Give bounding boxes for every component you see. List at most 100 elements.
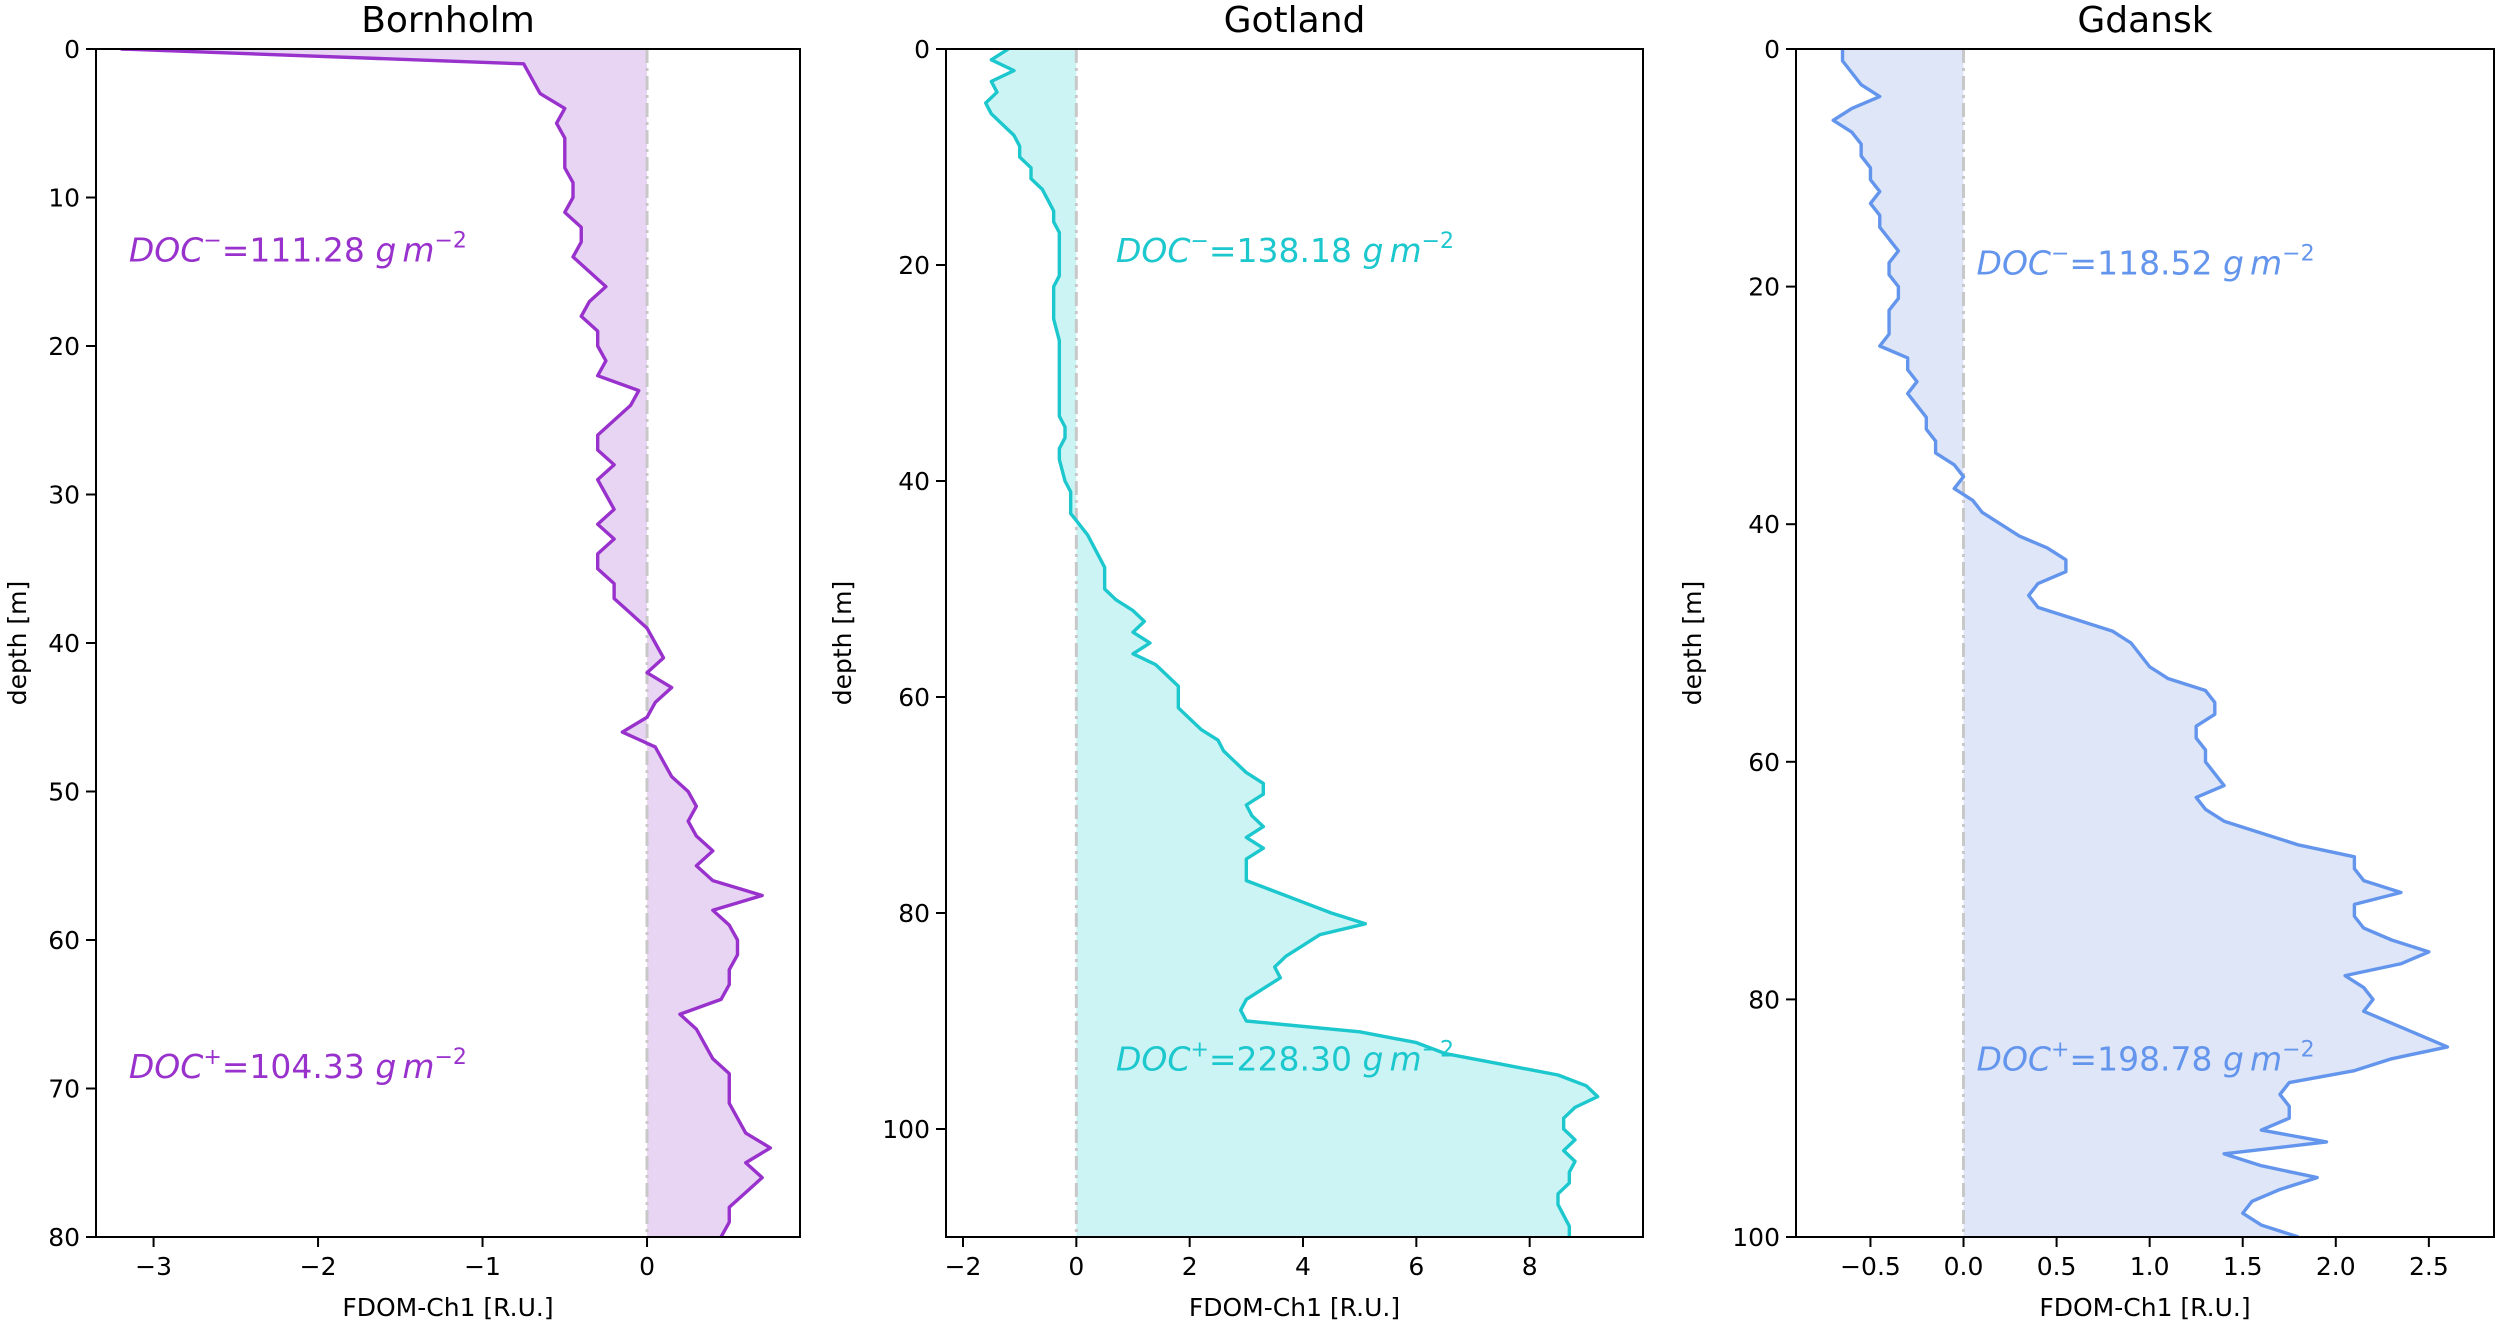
chart-title: Gotland (1224, 0, 1366, 41)
y-tick-label: 80 (48, 1223, 80, 1252)
annotation-unit-m: m (2250, 1040, 2282, 1079)
annotation-sign: + (2051, 1038, 2069, 1063)
annotation-unit-exponent: −2 (434, 1045, 466, 1070)
annotation-unit-g: g (2223, 244, 2244, 283)
annotation-sign: + (203, 1045, 221, 1070)
annotation-value: =198.78 (2069, 1040, 2223, 1079)
y-axis-label: depth [m] (3, 581, 32, 706)
y-axis-label: depth [m] (828, 581, 857, 706)
doc-annotation: DOC−=111.28 g m−2 (129, 228, 467, 269)
x-tick-label: 0 (1068, 1252, 1084, 1281)
x-tick-label: 2.0 (2316, 1252, 2356, 1281)
annotation-unit-exponent: −2 (434, 228, 466, 253)
y-tick-label: 0 (64, 35, 80, 64)
y-tick-label: 60 (1748, 748, 1780, 777)
x-tick-label: 8 (1522, 1252, 1538, 1281)
annotation-unit-exponent: −2 (1422, 229, 1454, 254)
y-axis-label: depth [m] (1678, 581, 1707, 706)
y-tick-label: 20 (48, 332, 80, 361)
chart-title: Bornholm (361, 0, 535, 41)
x-tick-label: −2 (945, 1252, 982, 1281)
doc-annotation: DOC+=198.78 g m−2 (1977, 1038, 2315, 1079)
annotation-unit-g: g (375, 230, 396, 269)
y-tick-label: 40 (48, 629, 80, 658)
profile-line (120, 49, 773, 1237)
annotation-unit-g: g (1362, 1040, 1383, 1079)
doc-annotation: DOC−=118.52 g m−2 (1977, 242, 2315, 283)
annotation-value: =118.52 (2069, 244, 2223, 283)
annotation-unit-m: m (402, 1047, 434, 1086)
annotation-unit-exponent: −2 (2282, 1038, 2314, 1063)
annotation-unit-m: m (402, 230, 434, 269)
annotation-sign: − (203, 228, 221, 253)
x-tick-label: 2.5 (2409, 1252, 2449, 1281)
x-tick-label: 1.0 (2130, 1252, 2170, 1281)
x-tick-label: 4 (1295, 1252, 1311, 1281)
annotation-sign: − (2051, 242, 2069, 267)
axes-frame (1795, 48, 2495, 1238)
annotation-unit-exponent: −2 (1422, 1038, 1454, 1063)
x-tick-label: 0.5 (2037, 1252, 2077, 1281)
x-tick-label: −3 (135, 1252, 172, 1281)
doc-annotation: DOC+=104.33 g m−2 (129, 1045, 467, 1086)
y-tick-label: 40 (898, 467, 930, 496)
plot-area (1831, 49, 2450, 1237)
y-tick-label: 20 (1748, 273, 1780, 302)
annotation-doc-symbol: DOC (1116, 231, 1190, 270)
y-tick-label: 10 (48, 184, 80, 213)
annotation-doc-symbol: DOC (1977, 244, 2051, 283)
y-tick-label: 0 (1764, 35, 1780, 64)
y-tick-label: 80 (1748, 985, 1780, 1014)
profile-line (1831, 49, 2450, 1237)
x-tick-label: 6 (1408, 1252, 1424, 1281)
annotation-doc-symbol: DOC (1116, 1040, 1190, 1079)
axes-frame (945, 48, 1644, 1238)
chart-panel-gdansk: −0.5 0.0 0.5 1.0 1.5 2.0 2.5 0 20 40 60 80 100 Gdansk… (1678, 0, 2495, 1322)
y-tick-label: 50 (48, 778, 80, 807)
annotation-doc-symbol: DOC (1977, 1040, 2051, 1079)
area-fill (985, 49, 1598, 1237)
y-tick-label: 80 (898, 899, 930, 928)
area-fill (120, 49, 771, 1237)
y-tick-label: 30 (48, 481, 80, 510)
y-tick-label: 0 (914, 35, 930, 64)
x-tick-label: 2 (1182, 1252, 1198, 1281)
x-tick-label: −1 (464, 1252, 501, 1281)
x-tick-label: 0 (639, 1252, 655, 1281)
y-tick-label: 20 (898, 251, 930, 280)
annotation-unit-g: g (1362, 231, 1383, 270)
annotation-unit-exponent: −2 (2282, 242, 2314, 267)
y-tick-label: 100 (882, 1115, 930, 1144)
annotation-unit-g: g (375, 1047, 396, 1086)
x-tick-label: −2 (300, 1252, 337, 1281)
annotation-value: =228.30 (1209, 1040, 1363, 1079)
doc-annotation: DOC+=228.30 g m−2 (1116, 1038, 1454, 1079)
chart-title: Gdansk (2077, 0, 2212, 41)
doc-annotation: DOC−=138.18 g m−2 (1116, 229, 1454, 270)
x-tick-label: 1.5 (2223, 1252, 2263, 1281)
annotation-value: =138.18 (1209, 231, 1363, 270)
y-tick-label: 60 (898, 683, 930, 712)
chart-panel-bornholm: −3 −2 −1 0 0 10 20 30 40 50 60 70 80 Bornholm FDOM-Ch1… (3, 0, 801, 1322)
y-tick-label: 100 (1732, 1223, 1780, 1252)
annotation-sign: − (1190, 229, 1208, 254)
annotation-value: =104.33 (222, 1047, 376, 1086)
annotation-unit-m: m (2250, 244, 2282, 283)
annotation-unit-g: g (2223, 1040, 2244, 1079)
annotation-sign: + (1190, 1038, 1208, 1063)
x-tick-label: −0.5 (1840, 1252, 1901, 1281)
profile-line (983, 49, 1600, 1237)
area-fill (1833, 49, 2448, 1237)
x-tick-label: 0.0 (1944, 1252, 1984, 1281)
x-axis-label: FDOM-Ch1 [R.U.] (342, 1293, 553, 1322)
annotation-value: =111.28 (222, 230, 376, 269)
y-tick-label: 70 (48, 1075, 80, 1104)
plot-area (983, 49, 1600, 1237)
annotation-doc-symbol: DOC (129, 230, 203, 269)
annotation-unit-m: m (1389, 1040, 1421, 1079)
y-tick-label: 60 (48, 926, 80, 955)
y-tick-label: 40 (1748, 510, 1780, 539)
annotation-doc-symbol: DOC (129, 1047, 203, 1086)
